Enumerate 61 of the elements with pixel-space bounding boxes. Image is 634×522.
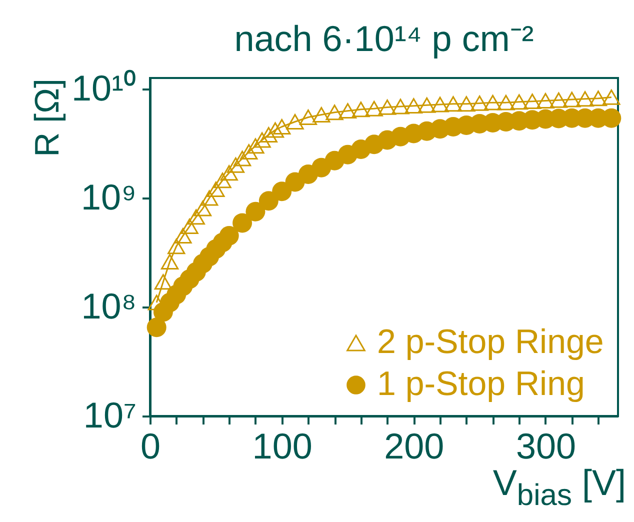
point [392, 98, 410, 114]
point [154, 274, 172, 290]
point [200, 190, 218, 206]
point [497, 94, 515, 110]
point [431, 96, 449, 112]
point [272, 182, 292, 202]
point [326, 104, 344, 120]
y-tick-label: 10⁷ [83, 394, 136, 436]
point [226, 157, 244, 173]
point [180, 218, 198, 234]
point [207, 182, 225, 198]
point [219, 226, 239, 246]
point [214, 172, 232, 188]
point [240, 144, 258, 160]
point [160, 254, 179, 270]
point [352, 102, 370, 118]
point [404, 98, 422, 114]
point [312, 107, 330, 122]
point [576, 91, 594, 107]
point [418, 97, 436, 113]
point [286, 114, 304, 130]
point [246, 202, 266, 222]
legend-label: 2 p-Stop Ringe [377, 323, 604, 361]
point [536, 92, 554, 108]
point [602, 89, 620, 105]
point [168, 238, 186, 254]
legend-label: 1 p-Stop Ring [377, 365, 585, 403]
point [524, 94, 542, 110]
point [266, 122, 284, 138]
x-tick-label: 0 [140, 426, 161, 466]
y-axis-title: R [Ω] [28, 78, 66, 157]
chart-title: nach 6·10¹⁴ p cm⁻² [234, 18, 534, 59]
point [273, 119, 291, 134]
point [470, 95, 488, 111]
point [550, 92, 568, 108]
point [589, 90, 608, 106]
point [378, 99, 396, 115]
point [299, 110, 318, 125]
point [444, 96, 462, 112]
y-tick-label: 10⁹ [81, 176, 136, 218]
y-tick-label: 10¹⁰ [71, 67, 136, 108]
point [458, 96, 476, 112]
point [187, 209, 205, 225]
point [365, 100, 383, 116]
point [510, 94, 528, 110]
point [338, 103, 357, 119]
point [563, 92, 581, 108]
point [246, 138, 264, 154]
point [232, 213, 252, 233]
point [258, 191, 278, 211]
y-tick-label: 10⁸ [81, 285, 136, 326]
point [233, 150, 252, 166]
x-tick-label: 200 [384, 426, 444, 466]
point [174, 228, 192, 244]
x-tick-label: 100 [252, 426, 312, 466]
point [194, 200, 212, 216]
point [253, 132, 271, 148]
point [220, 165, 238, 181]
point [260, 127, 278, 142]
point [146, 318, 166, 338]
point [484, 94, 502, 110]
